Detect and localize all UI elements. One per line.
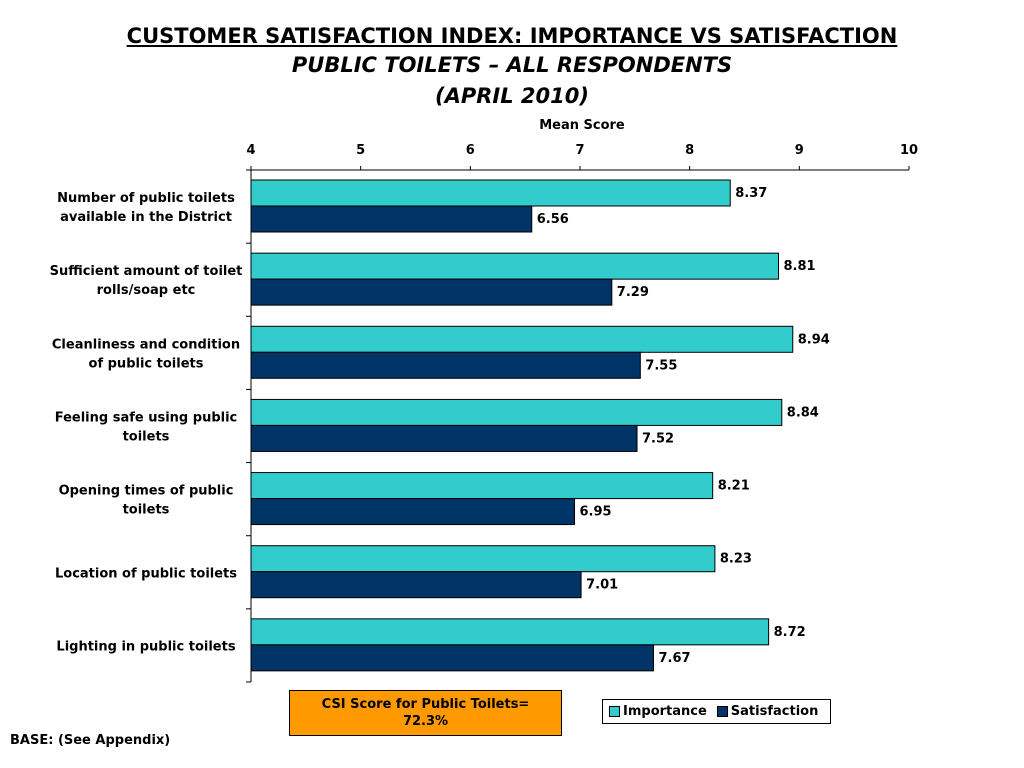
- bar-importance: [250, 179, 731, 207]
- category-label: Lighting in public toilets: [56, 639, 235, 654]
- x-tick-label: 8: [685, 143, 694, 158]
- bar-satisfaction: [250, 498, 576, 526]
- csi-score-label: CSI Score for Public Toilets=: [321, 697, 530, 712]
- chart-title: CUSTOMER SATISFACTION INDEX: IMPORTANCE …: [126, 24, 898, 48]
- chart-legend: Importance Satisfaction: [602, 699, 831, 724]
- data-label-satisfaction: 6.56: [537, 212, 569, 227]
- category-label: available in the District: [60, 210, 232, 225]
- data-label-importance: 8.81: [783, 259, 815, 274]
- data-label-importance: 8.84: [787, 405, 819, 420]
- legend-swatch-satisfaction: [716, 706, 728, 717]
- category-label: Number of public toilets: [57, 191, 235, 206]
- data-label-satisfaction: 6.95: [580, 505, 612, 520]
- bar-satisfaction: [250, 278, 613, 306]
- chart-subtitle: PUBLIC TOILETS – ALL RESPONDENTS: [291, 53, 733, 77]
- legend-item-satisfaction: Satisfaction: [716, 704, 819, 719]
- data-label-importance: 8.72: [774, 625, 806, 640]
- base-note: BASE: (See Appendix): [10, 733, 171, 748]
- category-label: Opening times of public: [59, 484, 234, 499]
- x-tick-label: 10: [900, 143, 918, 158]
- bar-importance: [250, 545, 716, 573]
- category-label: toilets: [123, 430, 170, 445]
- x-tick-label: 9: [795, 143, 804, 158]
- bar-satisfaction: [250, 424, 638, 452]
- chart-date: (APRIL 2010): [435, 84, 589, 108]
- category-label: rolls/soap etc: [97, 283, 196, 298]
- category-label: Feeling safe using public: [55, 411, 238, 426]
- bar-importance: [250, 472, 714, 500]
- bar-importance: [250, 398, 783, 426]
- x-axis-label: Mean Score: [539, 118, 625, 133]
- csi-score-value: 72.3%: [402, 714, 449, 729]
- category-label: toilets: [123, 503, 170, 518]
- x-tick-label: 4: [246, 143, 255, 158]
- legend-label-importance: Importance: [623, 704, 707, 719]
- csi-score-box: CSI Score for Public Toilets= 72.3%: [289, 690, 562, 736]
- legend-label-satisfaction: Satisfaction: [730, 704, 819, 719]
- data-label-satisfaction: 7.01: [586, 578, 618, 593]
- bar-importance: [250, 618, 770, 646]
- bar-satisfaction: [250, 205, 533, 233]
- category-label: Sufficient amount of toilet: [50, 264, 243, 279]
- x-tick-label: 7: [575, 143, 584, 158]
- legend-swatch-importance: [609, 706, 620, 717]
- data-label-importance: 8.21: [718, 479, 750, 494]
- x-tick-label: 5: [356, 143, 365, 158]
- data-label-importance: 8.94: [798, 332, 830, 347]
- category-label: Location of public toilets: [55, 566, 237, 581]
- data-label-satisfaction: 7.55: [645, 358, 677, 373]
- data-label-satisfaction: 7.29: [617, 285, 649, 300]
- x-tick-label: 6: [466, 143, 475, 158]
- data-label-importance: 8.23: [720, 552, 752, 567]
- bar-importance: [250, 325, 794, 353]
- data-label-satisfaction: 7.52: [642, 431, 674, 446]
- legend-item-importance: Importance: [609, 704, 707, 719]
- bar-satisfaction: [250, 351, 641, 379]
- bar-satisfaction: [250, 571, 582, 599]
- data-label-satisfaction: 7.67: [658, 651, 690, 666]
- bar-satisfaction: [250, 644, 654, 672]
- data-label-importance: 8.37: [735, 186, 767, 201]
- bar-importance: [250, 252, 779, 280]
- category-label: of public toilets: [89, 356, 204, 371]
- category-label: Cleanliness and condition: [52, 337, 240, 352]
